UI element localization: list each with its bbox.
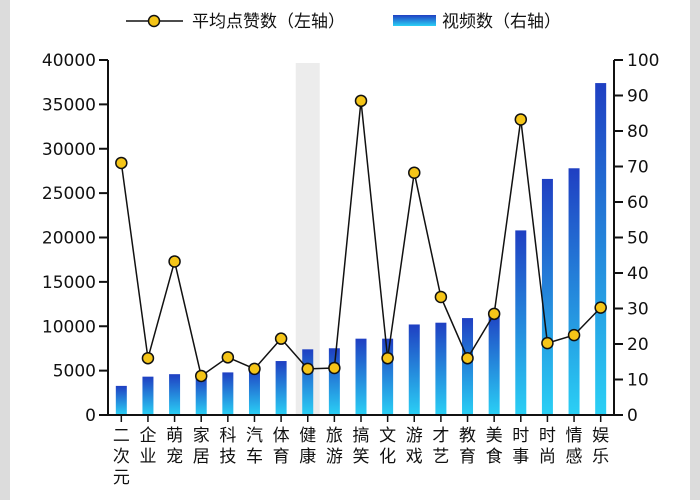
left-tick-label: 10000 xyxy=(42,317,96,337)
likes-point-时事 xyxy=(514,113,528,126)
likes-point-企业 xyxy=(141,351,155,365)
legend-marker-swatch xyxy=(147,14,161,28)
legend-bar-swatch xyxy=(393,15,436,26)
category-label-旅游: 旅游 xyxy=(326,426,343,467)
category-label-游戏: 游戏 xyxy=(406,426,423,467)
likes-point-娱乐 xyxy=(594,301,607,314)
category-label-汽车: 汽车 xyxy=(246,426,263,467)
likes-point-家居 xyxy=(194,369,208,383)
likes-point-科技 xyxy=(221,351,235,364)
bar-家居 xyxy=(195,376,207,415)
left-tick-label: 5000 xyxy=(53,362,96,382)
category-label-搞笑: 搞笑 xyxy=(353,426,370,467)
right-tick-label: 30 xyxy=(627,300,649,320)
bar-二次元 xyxy=(115,385,127,415)
bar-才艺 xyxy=(435,322,447,415)
bar-娱乐 xyxy=(595,83,607,415)
right-tick-label: 40 xyxy=(627,264,649,284)
right-tick-label: 100 xyxy=(627,51,659,71)
category-label-体育: 体育 xyxy=(273,426,290,467)
category-label-美食: 美食 xyxy=(486,426,503,467)
category-label-二次元: 二次元 xyxy=(113,426,130,488)
likes-point-搞笑 xyxy=(354,94,368,108)
right-tick-label: 0 xyxy=(627,406,638,426)
likes-point-健康 xyxy=(301,362,314,376)
category-label-情感: 情感 xyxy=(566,426,583,467)
bar-时尚 xyxy=(541,178,553,415)
likes-line xyxy=(120,100,602,378)
bar-体育 xyxy=(275,361,287,415)
bar-教育 xyxy=(462,318,474,415)
category-label-娱乐: 娱乐 xyxy=(592,426,609,467)
legend-label-likes: 平均点赞数（左轴） xyxy=(192,12,345,32)
likes-point-游戏 xyxy=(408,166,421,179)
left-tick-label: 20000 xyxy=(42,229,96,249)
right-tick-label: 20 xyxy=(627,335,649,355)
category-label-科技: 科技 xyxy=(219,426,236,467)
likes-point-情感 xyxy=(567,328,581,342)
likes-point-二次元 xyxy=(115,156,128,170)
bar-汽车 xyxy=(248,368,260,415)
bar-时事 xyxy=(515,230,527,415)
chart-frame: 平均点赞数（左轴） 视频数（右轴） 0 5000 10000 15000 20000 25… xyxy=(10,0,690,500)
left-tick-label: 30000 xyxy=(42,140,96,160)
likes-point-萌宠 xyxy=(168,255,181,268)
category-label-健康: 健康 xyxy=(299,426,316,467)
bar-游戏 xyxy=(408,324,420,415)
category-label-文化: 文化 xyxy=(379,426,396,467)
likes-point-才艺 xyxy=(434,290,448,304)
category-label-萌宠: 萌宠 xyxy=(166,426,183,467)
likes-point-美食 xyxy=(487,307,501,321)
likes-point-旅游 xyxy=(328,361,341,375)
likes-point-汽车 xyxy=(248,362,261,376)
category-label-教育: 教育 xyxy=(459,426,476,467)
bar-旅游 xyxy=(328,348,340,415)
category-label-企业: 企业 xyxy=(139,426,156,467)
right-tick-label: 80 xyxy=(627,122,649,142)
likes-point-体育 xyxy=(274,332,288,345)
left-tick-label: 15000 xyxy=(42,273,96,293)
bar-搞笑 xyxy=(355,338,367,415)
bar-萌宠 xyxy=(169,374,181,415)
right-tick-label: 90 xyxy=(627,87,649,107)
category-label-时事: 时事 xyxy=(512,426,529,467)
legend: 平均点赞数（左轴） 视频数（右轴） xyxy=(126,12,561,32)
right-tick-label: 60 xyxy=(627,193,649,213)
bar-健康 xyxy=(302,349,314,415)
right-tick-label: 70 xyxy=(627,158,649,178)
bar-文化 xyxy=(382,338,394,415)
right-tick-label: 10 xyxy=(627,371,649,391)
category-label-时尚: 时尚 xyxy=(539,426,556,467)
likes-point-时尚 xyxy=(541,336,554,350)
left-tick-label: 25000 xyxy=(42,184,96,204)
left-tick-label: 0 xyxy=(85,406,96,426)
left-tick-label: 40000 xyxy=(42,51,96,71)
bar-科技 xyxy=(222,372,234,415)
likes-point-教育 xyxy=(461,351,474,365)
bar-美食 xyxy=(488,310,500,415)
right-tick-label: 50 xyxy=(627,229,649,249)
category-label-才艺: 才艺 xyxy=(432,426,449,467)
likes-point-文化 xyxy=(381,351,394,365)
legend-label-videos: 视频数（右轴） xyxy=(442,12,561,32)
left-tick-label: 35000 xyxy=(42,95,96,115)
category-label-家居: 家居 xyxy=(193,426,210,467)
bar-企业 xyxy=(142,376,154,415)
bar-情感 xyxy=(568,168,580,415)
